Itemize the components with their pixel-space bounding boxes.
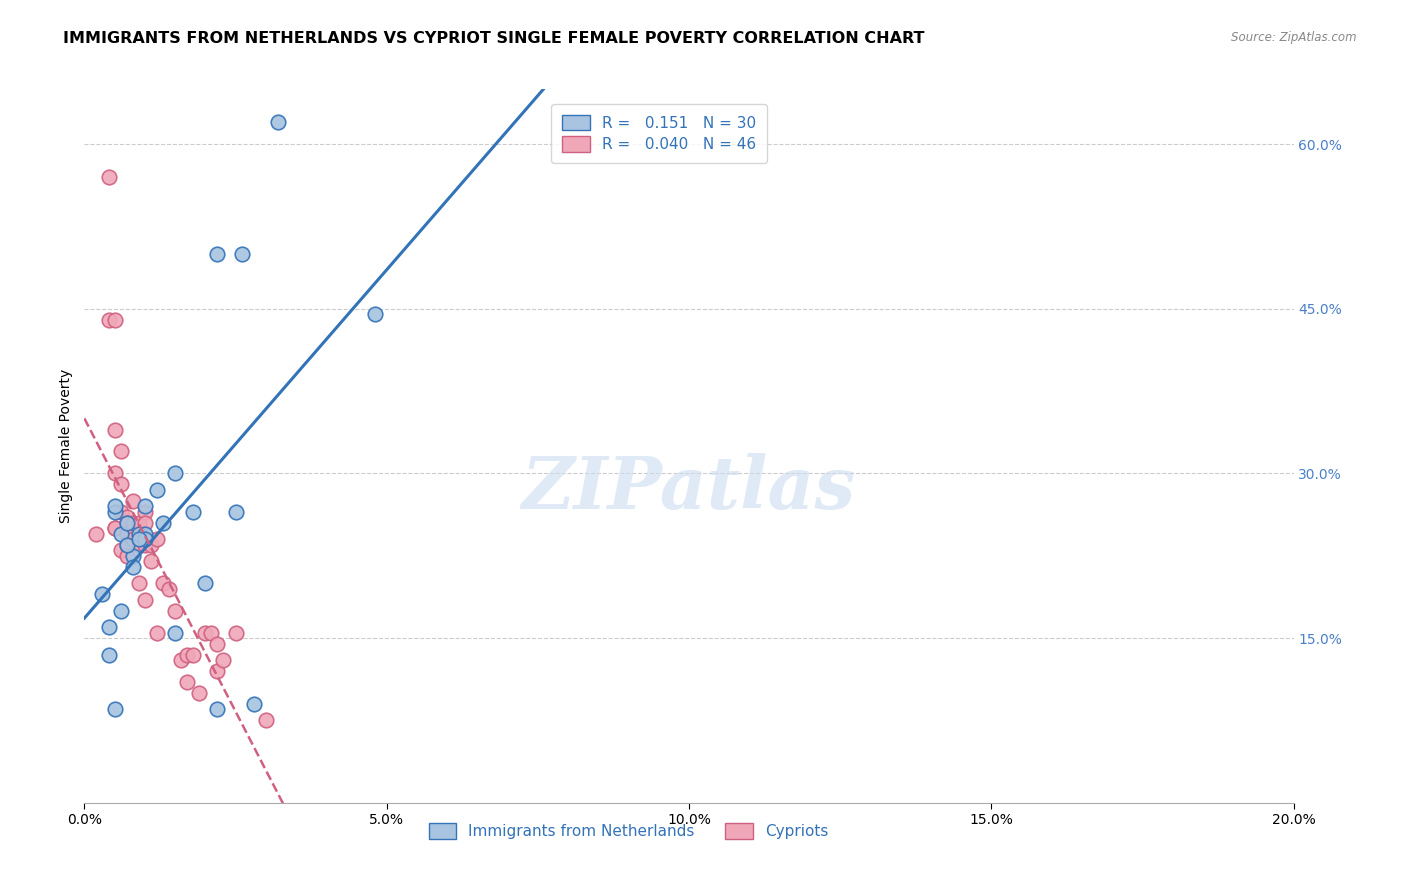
Point <box>104 505 127 519</box>
Point <box>121 516 143 530</box>
Point <box>110 604 132 618</box>
Point <box>181 648 204 662</box>
Point <box>104 500 127 514</box>
Text: IMMIGRANTS FROM NETHERLANDS VS CYPRIOT SINGLE FEMALE POVERTY CORRELATION CHART: IMMIGRANTS FROM NETHERLANDS VS CYPRIOT S… <box>63 31 925 46</box>
Point <box>115 516 138 530</box>
Point <box>152 516 174 530</box>
Point <box>165 467 187 481</box>
Point <box>115 538 138 552</box>
Point <box>97 312 120 326</box>
Point <box>91 587 114 601</box>
Point <box>134 500 156 514</box>
Point <box>128 538 150 552</box>
Point <box>146 483 169 497</box>
Point <box>121 559 143 574</box>
Point <box>254 714 277 728</box>
Point <box>146 625 169 640</box>
Point <box>225 505 247 519</box>
Point <box>115 510 138 524</box>
Point <box>128 526 150 541</box>
Point <box>134 538 156 552</box>
Point <box>165 604 187 618</box>
Point <box>207 664 229 678</box>
Point <box>128 576 150 591</box>
Point <box>134 505 156 519</box>
Point <box>242 697 264 711</box>
Point <box>207 247 229 261</box>
Point <box>104 467 127 481</box>
Point <box>104 423 127 437</box>
Point <box>110 444 132 458</box>
Point <box>115 549 138 563</box>
Point <box>267 115 290 129</box>
Point <box>128 516 150 530</box>
Point <box>194 576 217 591</box>
Point <box>104 521 127 535</box>
Point <box>121 549 143 563</box>
Point <box>152 576 174 591</box>
Point <box>176 648 198 662</box>
Point <box>104 521 127 535</box>
Point <box>115 516 138 530</box>
Point <box>146 533 169 547</box>
Point <box>121 494 143 508</box>
Point <box>134 526 156 541</box>
Point <box>207 702 229 716</box>
Point <box>134 516 156 530</box>
Text: ZIPatlas: ZIPatlas <box>522 453 856 524</box>
Point <box>139 554 162 568</box>
Point <box>225 625 247 640</box>
Point <box>110 505 132 519</box>
Point <box>157 582 180 596</box>
Point <box>212 653 235 667</box>
Point <box>128 533 150 547</box>
Point <box>115 538 138 552</box>
Point <box>181 505 204 519</box>
Text: Source: ZipAtlas.com: Source: ZipAtlas.com <box>1232 31 1357 45</box>
Point <box>165 625 187 640</box>
Point <box>231 247 253 261</box>
Point <box>200 625 222 640</box>
Point <box>176 675 198 690</box>
Point <box>110 526 132 541</box>
Point <box>110 543 132 558</box>
Point <box>121 533 143 547</box>
Y-axis label: Single Female Poverty: Single Female Poverty <box>59 369 73 523</box>
Point <box>139 538 162 552</box>
Point <box>115 526 138 541</box>
Point <box>104 702 127 716</box>
Point <box>194 625 217 640</box>
Point <box>134 533 156 547</box>
Point <box>207 637 229 651</box>
Point <box>97 648 120 662</box>
Point <box>363 307 385 321</box>
Point <box>110 477 132 491</box>
Point <box>170 653 193 667</box>
Point <box>134 592 156 607</box>
Point <box>97 620 120 634</box>
Point <box>104 312 127 326</box>
Legend: Immigrants from Netherlands, Cypriots: Immigrants from Netherlands, Cypriots <box>422 817 835 845</box>
Point <box>86 526 108 541</box>
Point <box>188 686 211 700</box>
Point <box>97 169 120 184</box>
